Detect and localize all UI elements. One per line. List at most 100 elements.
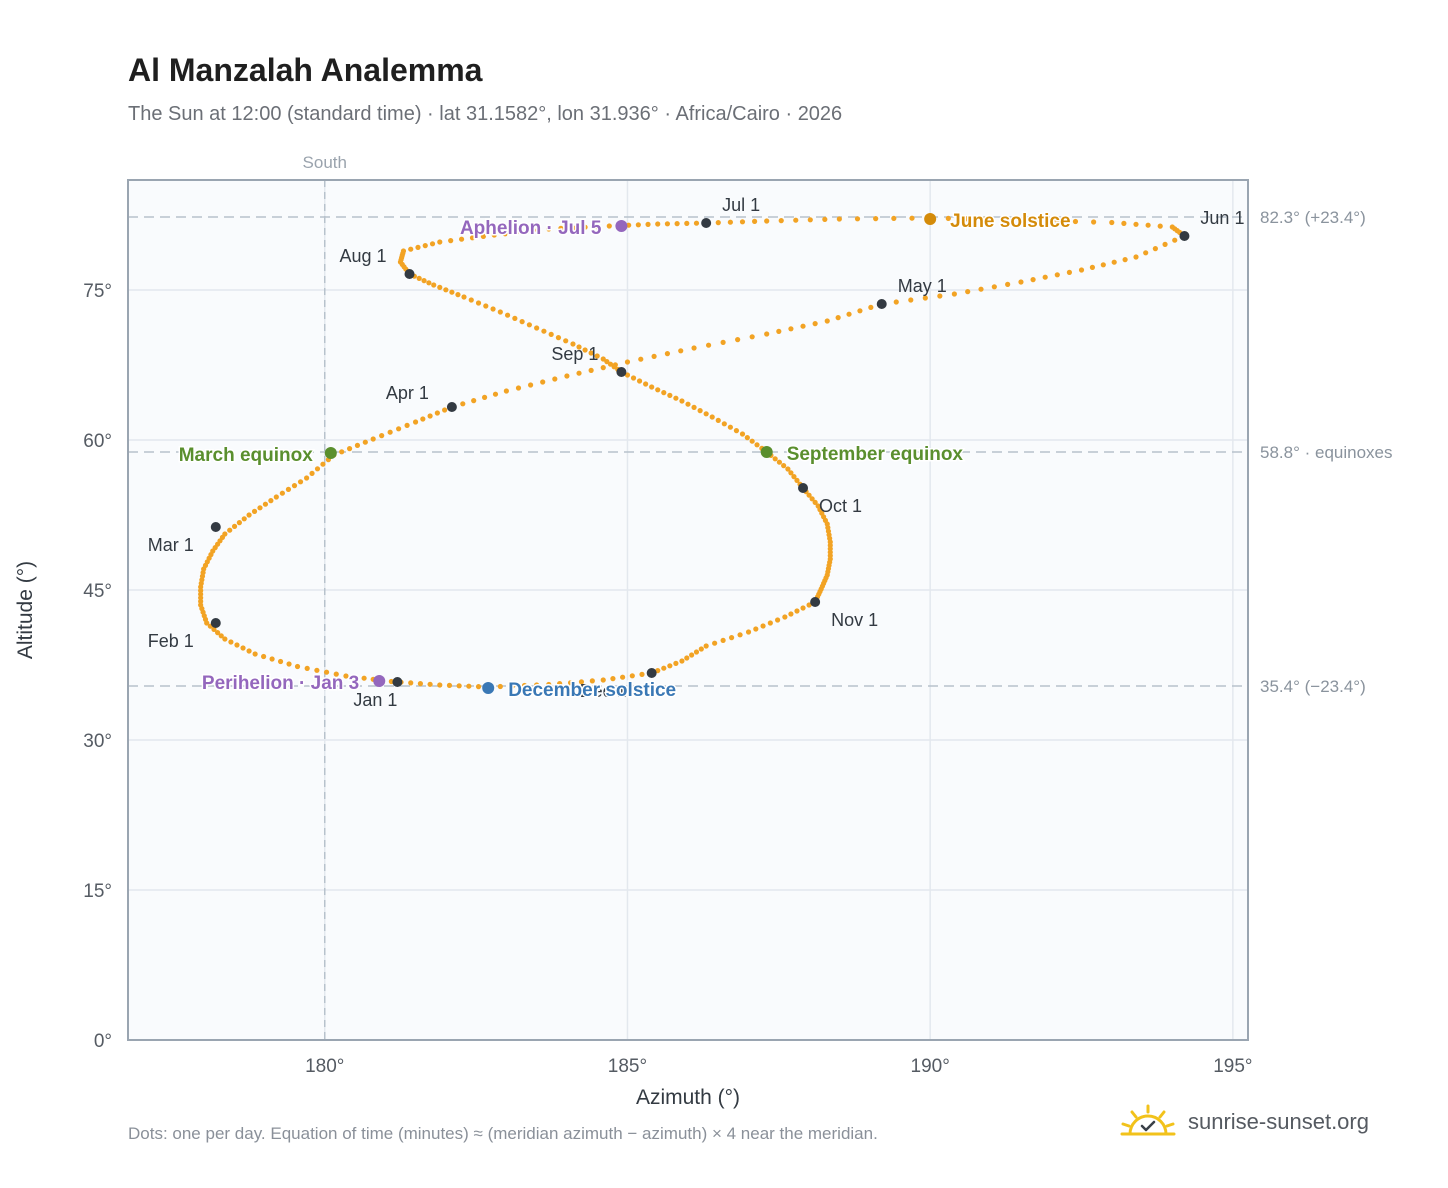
daily-dot (546, 681, 552, 688)
daily-dot (339, 449, 345, 455)
daily-dot (1054, 272, 1060, 278)
month-label: Oct 1 (819, 496, 862, 516)
daily-dot (222, 531, 228, 537)
daily-dot (1133, 221, 1139, 227)
daily-dot (222, 636, 228, 642)
daily-dot (1100, 262, 1106, 268)
daily-dot (198, 591, 204, 597)
y-tick-label: 60° (83, 431, 112, 452)
daily-dot (552, 376, 558, 382)
event-marker (324, 447, 337, 459)
daily-dot (269, 656, 275, 662)
daily-dot (1042, 274, 1048, 280)
daily-dot (772, 456, 778, 462)
daily-dot (715, 220, 721, 226)
daily-dot (638, 356, 644, 362)
meridian-label: South (303, 153, 347, 172)
daily-dot (576, 344, 582, 350)
daily-dot (246, 648, 252, 654)
x-tick-label: 180° (305, 1056, 344, 1077)
daily-dot (846, 311, 852, 317)
daily-dot (1111, 259, 1117, 265)
daily-dot (1066, 269, 1073, 275)
daily-dot (422, 243, 428, 249)
daily-dot (555, 335, 562, 341)
daily-dot (346, 446, 353, 452)
daily-dot (257, 505, 263, 511)
month-marker (798, 483, 809, 493)
daily-dot (303, 475, 310, 481)
daily-dot (564, 373, 570, 379)
daily-dot (458, 236, 465, 242)
daily-dot (429, 241, 436, 247)
daily-dot (427, 681, 433, 687)
daily-dot (733, 428, 740, 434)
daily-dot (588, 350, 594, 356)
daily-dot (455, 292, 461, 298)
month-marker (810, 597, 821, 607)
daily-dot (361, 675, 367, 681)
daily-dot (600, 356, 606, 362)
daily-dot (691, 404, 697, 410)
daily-dot (698, 646, 704, 652)
x-tick-label: 185° (608, 1056, 647, 1077)
daily-dot (793, 217, 799, 223)
daily-dot (1121, 220, 1127, 226)
daily-dot (415, 244, 421, 250)
daily-dot (629, 673, 635, 679)
daily-dot (1091, 219, 1097, 225)
daily-dot (558, 225, 564, 231)
daily-dot (352, 674, 358, 680)
page-title: Al Manzalah Analemma (128, 52, 483, 88)
daily-dot (776, 328, 782, 334)
daily-dot (635, 222, 641, 228)
daily-dot (835, 315, 841, 321)
daily-dot (624, 359, 631, 365)
y-tick-label: 45° (83, 581, 112, 602)
daily-dot (236, 520, 242, 526)
daily-dot (744, 435, 750, 441)
daily-dot (291, 483, 298, 489)
daily-dot (806, 492, 812, 498)
daily-dot (667, 392, 673, 398)
daily-dot (421, 278, 427, 284)
daily-dot (540, 379, 546, 385)
daily-dot (655, 221, 661, 227)
daily-dot (791, 474, 797, 480)
daily-dot (806, 602, 812, 608)
daily-dot (679, 658, 685, 664)
daily-dot (764, 218, 770, 224)
daily-dot (379, 433, 385, 439)
daily-dot (198, 588, 204, 594)
daily-dot (812, 499, 818, 505)
month-label: Aug 1 (340, 246, 387, 266)
brand[interactable]: sunrise-sunset.org (1120, 1102, 1369, 1142)
daily-dot (471, 398, 477, 404)
month-marker (392, 677, 403, 687)
daily-dot (218, 633, 224, 639)
daily-dot (809, 496, 815, 502)
daily-dot (684, 220, 690, 226)
month-label: Nov 1 (831, 610, 878, 630)
daily-dot (661, 390, 667, 396)
daily-dot (909, 215, 915, 221)
daily-dot (606, 223, 612, 229)
daily-dot (727, 424, 733, 430)
daily-dot (705, 342, 712, 348)
page-subtitle: The Sun at 12:00 (standard time) · lat 3… (128, 103, 843, 125)
daily-dot (836, 216, 842, 222)
daily-dot (794, 608, 800, 614)
daily-dot (524, 228, 530, 234)
daily-dot (527, 382, 534, 388)
daily-dot (624, 372, 631, 378)
daily-dot (697, 408, 703, 414)
daily-dot (788, 326, 794, 332)
daily-dot (443, 287, 449, 293)
event-label: Perihelion · Jan 3 (202, 673, 359, 694)
daily-dot (703, 411, 709, 417)
daily-dot (442, 407, 448, 413)
daily-dot (604, 359, 610, 365)
daily-dot (466, 683, 472, 689)
daily-dot (630, 375, 637, 381)
month-marker (701, 218, 712, 228)
